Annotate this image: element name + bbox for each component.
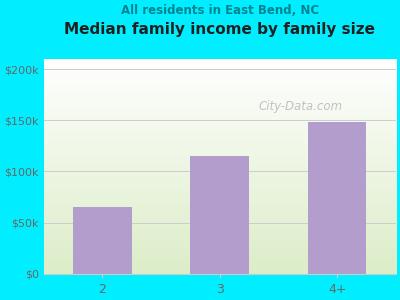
Bar [73,207,132,274]
Text: City-Data.com: City-Data.com [259,100,343,112]
Bar [308,122,366,274]
Title: Median family income by family size: Median family income by family size [64,22,375,37]
Bar [190,156,249,274]
Text: All residents in East Bend, NC: All residents in East Bend, NC [121,4,319,17]
